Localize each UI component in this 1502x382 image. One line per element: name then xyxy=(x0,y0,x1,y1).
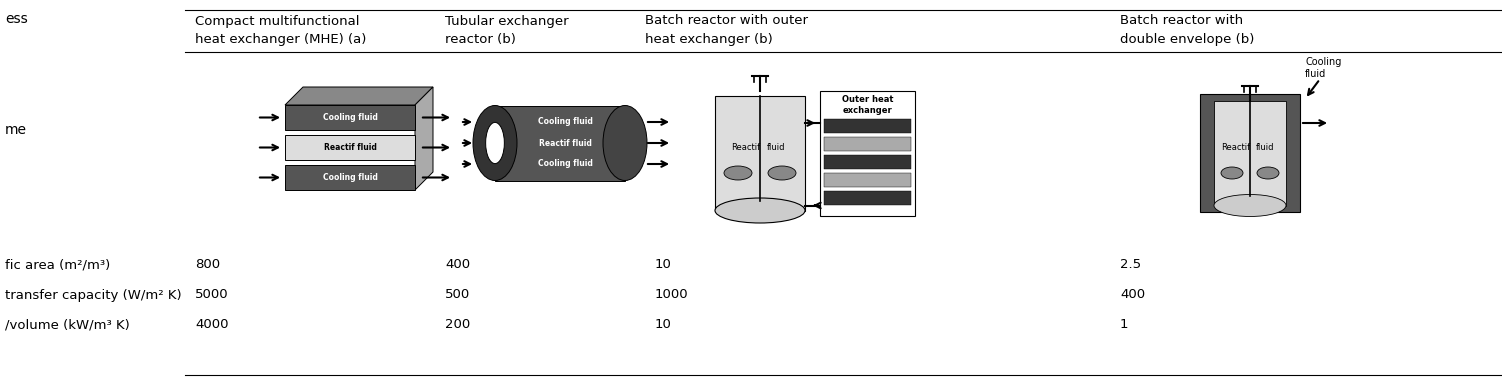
Text: Cooling fluid: Cooling fluid xyxy=(323,173,377,182)
Text: Reactif: Reactif xyxy=(731,144,760,152)
Text: /volume (kW/m³ K): /volume (kW/m³ K) xyxy=(5,319,129,332)
Text: Cooling fluid: Cooling fluid xyxy=(323,113,377,122)
Text: me: me xyxy=(5,123,27,137)
Text: Compact multifunctional
heat exchanger (MHE) (a): Compact multifunctional heat exchanger (… xyxy=(195,15,366,45)
Ellipse shape xyxy=(715,198,805,223)
Ellipse shape xyxy=(602,105,647,181)
Bar xyxy=(820,91,915,215)
Text: Cooling fluid: Cooling fluid xyxy=(538,118,592,126)
Text: 1: 1 xyxy=(1120,319,1128,332)
Bar xyxy=(285,105,415,130)
Bar xyxy=(715,96,805,210)
Bar xyxy=(825,173,912,186)
Text: 500: 500 xyxy=(445,288,470,301)
Bar xyxy=(825,136,912,151)
Text: 1000: 1000 xyxy=(655,288,688,301)
Ellipse shape xyxy=(724,166,753,180)
Text: 10: 10 xyxy=(655,259,671,272)
Text: Batch reactor with
double envelope (b): Batch reactor with double envelope (b) xyxy=(1120,15,1254,45)
Text: 2.5: 2.5 xyxy=(1120,259,1142,272)
Bar xyxy=(825,154,912,168)
Text: fic area (m²/m³): fic area (m²/m³) xyxy=(5,259,110,272)
Bar xyxy=(825,191,912,204)
Ellipse shape xyxy=(473,105,517,181)
Text: 5000: 5000 xyxy=(195,288,228,301)
Text: 800: 800 xyxy=(195,259,221,272)
Ellipse shape xyxy=(1221,167,1244,179)
Text: Batch reactor with outer
heat exchanger (b): Batch reactor with outer heat exchanger … xyxy=(644,15,808,45)
Ellipse shape xyxy=(1214,194,1286,217)
Text: 10: 10 xyxy=(655,319,671,332)
Ellipse shape xyxy=(768,166,796,180)
Text: Reactif: Reactif xyxy=(1221,144,1251,152)
Text: ess: ess xyxy=(5,12,27,26)
Text: transfer capacity (W/m² K): transfer capacity (W/m² K) xyxy=(5,288,182,301)
Bar xyxy=(1214,100,1286,206)
Polygon shape xyxy=(415,87,433,190)
Ellipse shape xyxy=(485,122,505,163)
Text: Cooling
fluid: Cooling fluid xyxy=(1305,57,1341,79)
Polygon shape xyxy=(285,87,433,105)
Text: fluid: fluid xyxy=(1256,144,1274,152)
Text: 4000: 4000 xyxy=(195,319,228,332)
Text: fluid: fluid xyxy=(766,144,786,152)
Text: Cooling fluid: Cooling fluid xyxy=(538,160,592,168)
Ellipse shape xyxy=(1257,167,1280,179)
Bar xyxy=(285,135,415,160)
Text: 400: 400 xyxy=(1120,288,1145,301)
Bar xyxy=(496,105,625,181)
Text: 400: 400 xyxy=(445,259,470,272)
Text: Reactif fluid: Reactif fluid xyxy=(539,139,592,147)
Text: Outer heat
exchanger: Outer heat exchanger xyxy=(841,96,894,115)
Text: Reactif fluid: Reactif fluid xyxy=(323,143,377,152)
Bar xyxy=(825,118,912,133)
Bar xyxy=(1200,94,1301,212)
Bar xyxy=(285,165,415,190)
Text: 200: 200 xyxy=(445,319,470,332)
Text: Tubular exchanger
reactor (b): Tubular exchanger reactor (b) xyxy=(445,15,569,45)
